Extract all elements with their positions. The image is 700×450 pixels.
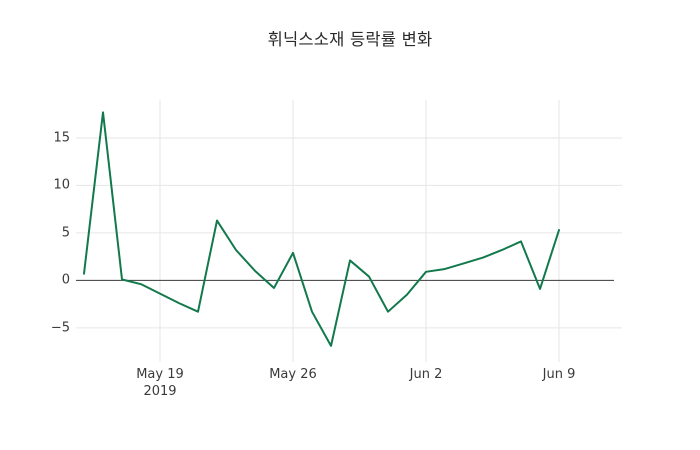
- x-axis-tick-label: Jun 2: [410, 366, 443, 383]
- y-axis-tick-label: 10: [53, 177, 70, 193]
- y-axis: 15 10 5 0 −5: [14, 100, 70, 362]
- y-axis-tick-label: −5: [50, 320, 70, 336]
- horizontal-gridlines: [76, 137, 622, 329]
- x-axis-tick-label: May 19 2019: [136, 366, 184, 400]
- data-line-series-0: [83, 111, 560, 347]
- x-axis-tick-label: Jun 9: [543, 366, 576, 383]
- y-axis-tick-label: 15: [53, 130, 70, 146]
- x-axis-tick-main: May 19: [136, 367, 184, 382]
- y-axis-tick-label: 0: [61, 272, 70, 288]
- chart-title: 휘닉스소재 등락률 변화: [267, 30, 433, 49]
- vertical-gridlines: [159, 100, 560, 362]
- x-axis-tick-label: May 26: [269, 366, 317, 383]
- x-axis-tick-sublabel: 2019: [143, 384, 177, 399]
- plot-area: [76, 100, 622, 362]
- x-axis-tick-main: May 26: [269, 367, 317, 382]
- y-axis-tick-label: 5: [61, 225, 70, 241]
- plot-svg: [76, 100, 622, 362]
- x-axis: May 19 2019 May 26 Jun 2 Jun 9: [76, 366, 622, 426]
- x-axis-tick-main: Jun 9: [542, 367, 576, 382]
- x-axis-tick-main: Jun 2: [409, 367, 443, 382]
